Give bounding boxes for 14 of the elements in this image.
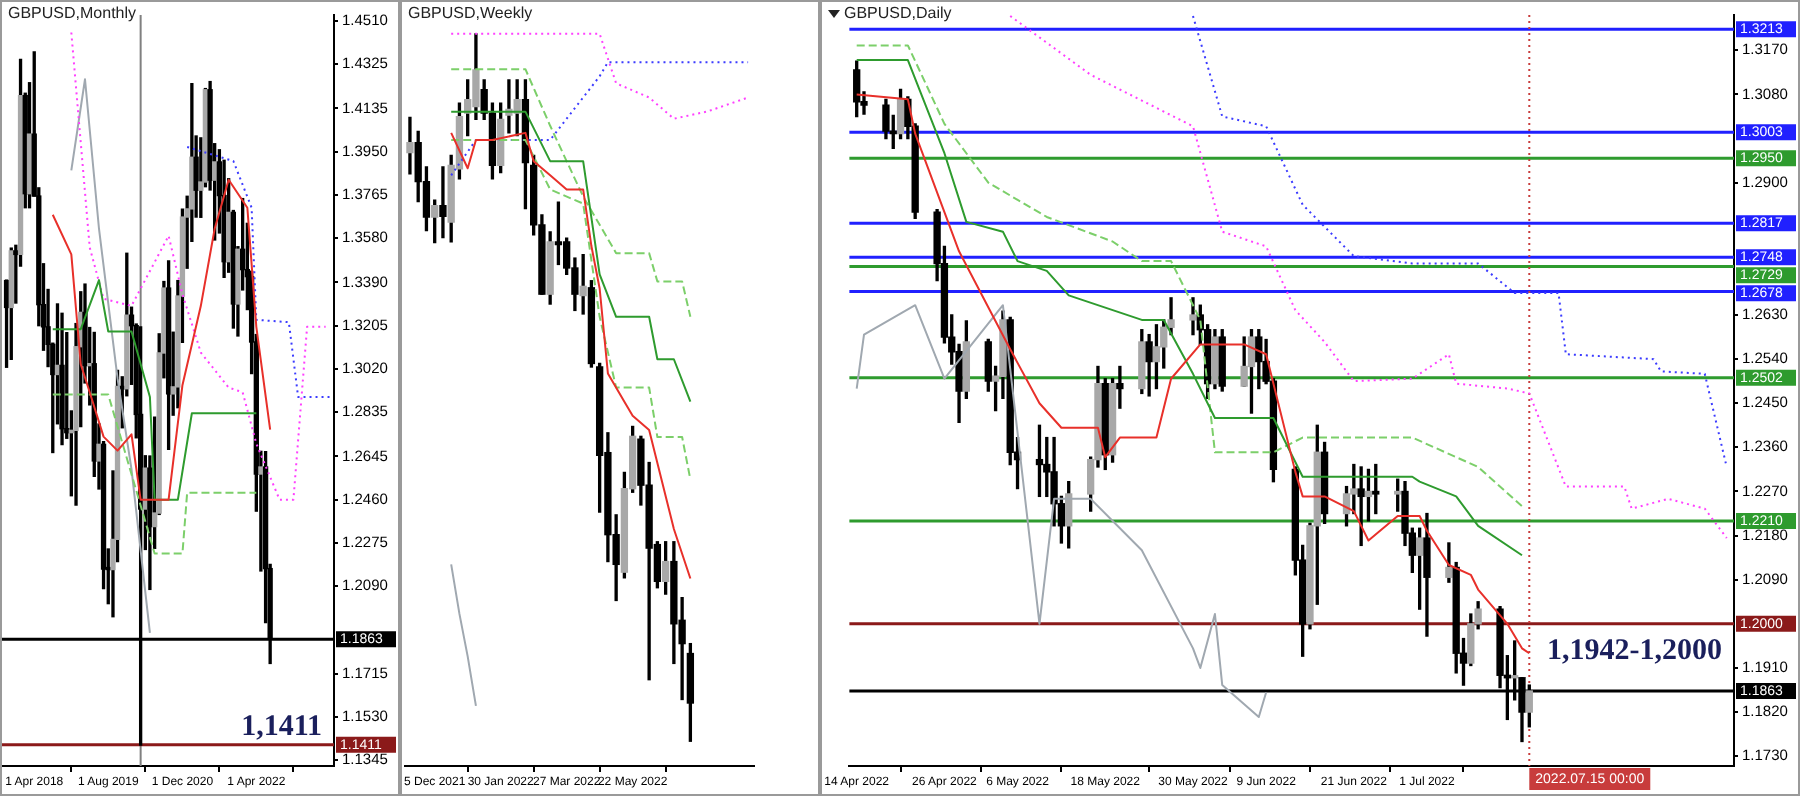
candlestick	[406, 116, 414, 175]
chart-title: GBPUSD,Weekly	[408, 4, 533, 22]
chart-title: GBPUSD,Daily	[844, 4, 952, 22]
candlestick	[1116, 365, 1124, 409]
candlestick	[1189, 297, 1197, 336]
chart-title: GBPUSD,Monthly	[8, 4, 137, 22]
line-series	[1009, 15, 1728, 540]
annotation: 1,1942-1,2000	[1547, 634, 1722, 667]
candlestick	[1357, 466, 1365, 547]
candlestick	[439, 166, 447, 239]
line-series	[1191, 15, 1728, 468]
line-series	[186, 145, 332, 398]
line-series	[70, 31, 327, 501]
annotation: 1,1411	[241, 710, 322, 743]
